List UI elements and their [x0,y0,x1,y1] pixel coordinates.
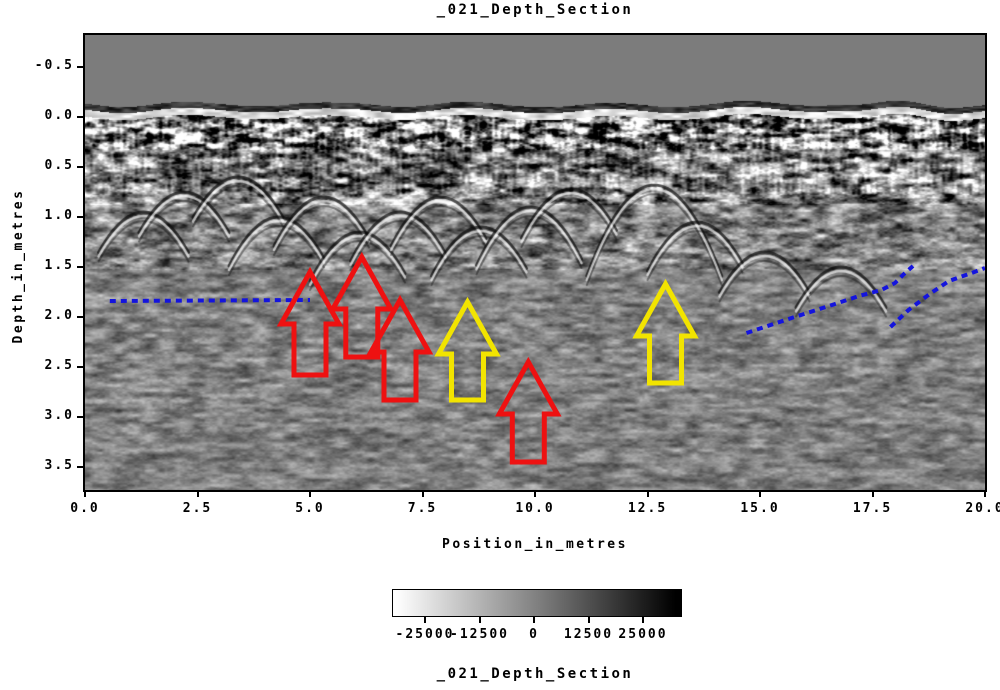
x-tick-label: 12.5 [627,501,668,516]
x-tick-label: 5.0 [295,501,325,516]
red-arrow [495,356,562,465]
colorbar-tick-label: 25000 [618,627,668,642]
x-tick-label: 15.0 [740,501,780,516]
colorbar-tick-label: -25000 [395,627,455,642]
x-tick-label: 20.0 [965,501,1000,516]
red-arrow [366,294,434,403]
x-tick-label: 17.5 [852,501,893,516]
colorbar-tick-mark [587,617,590,623]
horizon-pick-right-upper [889,266,985,329]
yellow-arrow [434,296,501,403]
x-tick-label: 10.0 [515,501,555,516]
colorbar-tick-label: 0 [529,627,539,642]
figure-title: _021_Depth_Section [436,2,634,18]
yellow-arrow [632,278,699,386]
colorbar-tick-mark [478,617,481,623]
red-arrow [276,266,344,378]
colorbar-tick-mark [424,617,426,623]
x-tick-label: 2.5 [182,501,213,516]
y-tick-label: 3.5 [44,458,74,473]
x-tick-label: 7.5 [407,501,438,516]
colorbar-title: _021_Depth_Section [436,666,634,682]
colorbar-gradient [392,589,682,617]
x-axis-label: Position_in_metres [442,537,628,552]
colorbar-tick-label: 12500 [563,627,614,642]
x-tick-label: 0.0 [70,501,100,516]
y-tick-label: -0.5 [34,58,74,73]
annotation-overlay [109,251,985,465]
radargram-image [85,35,985,490]
colorbar-tick-mark [533,617,535,623]
colorbar-tick-mark [642,617,644,623]
horizon-pick-left [109,298,311,303]
horizon-pick-right-lower [745,264,915,335]
red-arrow [328,251,396,360]
radargram-plot [83,33,987,492]
colorbar-tick-label: -12500 [450,627,509,642]
y-axis-label: Depth_in_metres [11,188,26,344]
